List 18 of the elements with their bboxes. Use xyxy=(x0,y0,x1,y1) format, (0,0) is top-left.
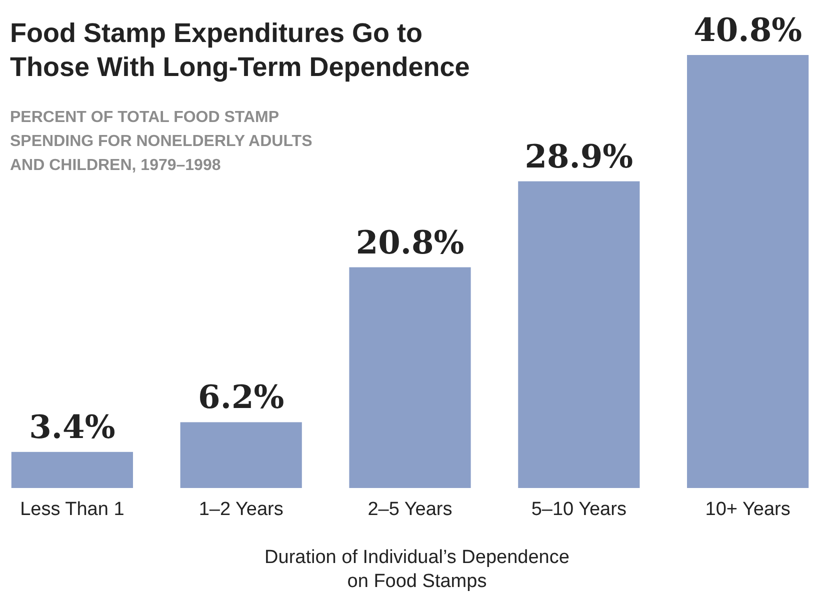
x-tick-label: Less Than 1 xyxy=(20,499,124,520)
bar xyxy=(11,452,133,488)
x-tick-label: 10+ Years xyxy=(705,499,790,520)
data-label: 3.4% xyxy=(29,408,116,446)
x-tick-label: 5–10 Years xyxy=(531,499,626,520)
bar xyxy=(180,422,302,488)
chart-title: Food Stamp Expenditures Go to Those With Long-Term Dependence xyxy=(10,18,470,82)
data-label: 40.8% xyxy=(694,11,802,49)
x-tick-label: 2–5 Years xyxy=(368,499,452,520)
x-tick-label: 1–2 Years xyxy=(198,499,284,520)
bar xyxy=(687,55,809,488)
bar xyxy=(518,181,640,488)
x-axis-title: Duration of Individual’s Dependence on Food Stamps xyxy=(264,547,570,592)
data-label: 28.9% xyxy=(524,137,634,176)
data-label: 6.2% xyxy=(198,378,284,416)
bar xyxy=(349,267,471,488)
data-label: 20.8% xyxy=(356,223,464,262)
text: PERCENT OF TOTAL FOOD STAMP SPENDING FOR NONELDERLY ADULTS AND CHILDREN, 1979–1998 xyxy=(10,109,313,174)
